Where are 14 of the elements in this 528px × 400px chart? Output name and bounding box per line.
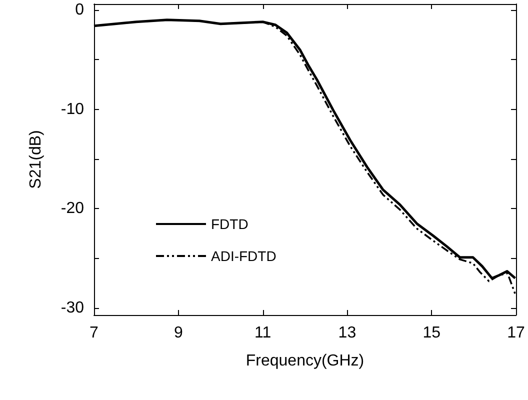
x-axis-title: Frequency(GHz): [246, 352, 364, 370]
y-tick-label: 0: [75, 1, 84, 18]
y-tick-label: -10: [60, 100, 84, 118]
y-tick-label: -30: [60, 300, 84, 317]
y-tick-label: -20: [60, 200, 84, 218]
legend-label: FDTD: [211, 216, 248, 232]
x-tick-label: 13: [338, 324, 356, 342]
legend-label: ADI-FDTD: [211, 248, 276, 264]
x-tick-label: 11: [254, 324, 272, 342]
x-tick-label: 15: [422, 324, 441, 342]
x-tick-label: 7: [90, 324, 99, 342]
x-tick-label: 9: [174, 324, 183, 342]
y-axis-title: S21(dB): [28, 130, 44, 189]
x-tick-label: 17: [507, 324, 525, 342]
